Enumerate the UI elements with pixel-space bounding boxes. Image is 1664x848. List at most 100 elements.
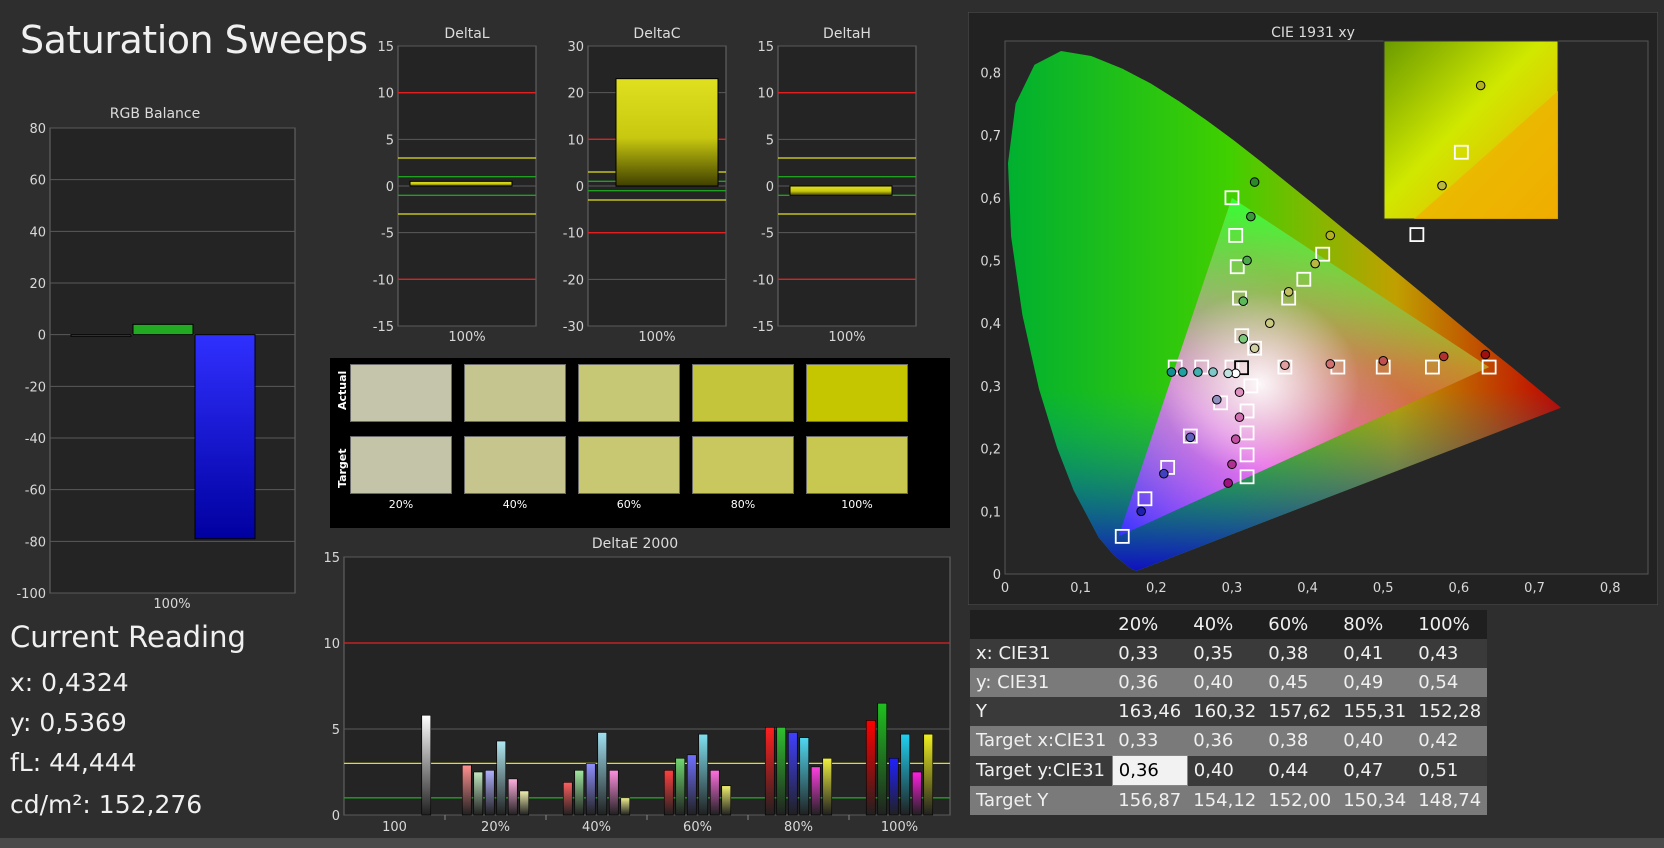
table-header-cell <box>970 610 1113 639</box>
swatch-label: 40% <box>502 498 528 511</box>
deltae-bar <box>620 797 631 816</box>
cie-measured-point <box>1223 368 1233 379</box>
rgb-balance-category-label: 100% <box>153 597 190 612</box>
deltae-bar <box>698 733 709 816</box>
deltac-y-tick: 10 <box>567 133 584 148</box>
table-cell[interactable]: 152,28 <box>1412 697 1488 726</box>
deltae-y-tick: 5 <box>332 723 340 738</box>
cie-measured-point <box>1325 359 1336 369</box>
cie-white-target-square <box>1234 360 1249 376</box>
gamut-white-point-glow <box>1118 197 1490 537</box>
table-cell[interactable]: 0,40 <box>1337 726 1413 756</box>
rgb-y-tick: -20 <box>25 380 46 395</box>
cie-target-square <box>1229 259 1245 275</box>
deltal-y-tick: 10 <box>377 87 394 102</box>
deltae-bar <box>900 733 911 816</box>
cie-target-square <box>1296 271 1312 287</box>
deltae-bar <box>608 769 619 816</box>
table-cell[interactable]: 156,87 <box>1112 785 1188 815</box>
table-cell[interactable]: 0,33 <box>1112 726 1188 756</box>
target-swatch <box>464 436 566 494</box>
deltae-bar <box>597 732 608 816</box>
table-cell[interactable]: 0,47 <box>1337 755 1413 786</box>
deltae-bar <box>473 771 484 816</box>
deltae-bar <box>519 790 530 816</box>
cie-target-square <box>1425 359 1440 375</box>
deltal-category-label: 100% <box>448 330 485 345</box>
cie-target-square <box>1114 528 1130 544</box>
table-cell[interactable]: 0,38 <box>1262 639 1338 668</box>
cie-measured-point <box>1283 287 1294 297</box>
table-cell[interactable]: 0,44 <box>1262 755 1338 786</box>
target-row-label: Target <box>336 448 349 488</box>
table-cell[interactable]: 0,54 <box>1412 668 1488 697</box>
table-cell[interactable]: 0,40 <box>1187 755 1263 786</box>
table-cell[interactable]: 157,62 <box>1262 697 1338 726</box>
table-cell[interactable]: 150,34 <box>1337 785 1413 815</box>
deltae-bar <box>496 740 507 816</box>
table-row-label: y: CIE31 <box>970 668 1113 697</box>
deltae-bar <box>810 766 821 816</box>
deltac-title: DeltaC <box>633 26 680 42</box>
table-cell[interactable]: 0,41 <box>1337 639 1413 668</box>
deltae-bar <box>507 778 518 816</box>
cie-measured-point <box>1438 351 1449 362</box>
table-cell[interactable]: 0,38 <box>1262 726 1338 756</box>
table-row: x: CIE31 0,33 0,35 0,38 0,41 0,43 <box>970 639 1488 668</box>
table-cell[interactable]: 0,36 <box>1111 755 1188 786</box>
deltae-bar <box>799 737 810 816</box>
deltae-x-label: 80% <box>784 820 813 835</box>
deltal-title: DeltaL <box>444 26 489 42</box>
table-cell[interactable]: 0,43 <box>1412 639 1488 668</box>
table-cell[interactable]: 155,31 <box>1337 697 1413 726</box>
cie-measured-point <box>1234 387 1245 397</box>
table-cell[interactable]: 163,46 <box>1112 697 1188 726</box>
target-swatch <box>578 436 680 494</box>
cie-y-tick: 0,2 <box>980 443 1001 458</box>
cie-measured-point <box>1159 468 1169 479</box>
table-cell[interactable]: 0,36 <box>1187 726 1263 756</box>
deltac-category-label: 100% <box>638 330 675 345</box>
cie-measured-point <box>1234 412 1245 423</box>
cie-measured-point <box>1280 360 1290 370</box>
rgb-y-tick: 20 <box>29 277 46 292</box>
rgb-y-tick: -100 <box>16 587 46 602</box>
target-swatch <box>692 436 794 494</box>
deltae-bar <box>787 732 798 816</box>
table-row: Target Y 156,87 154,12 152,00 150,34 148,74 <box>970 785 1488 815</box>
cie-y-tick: 0,7 <box>980 129 1001 144</box>
table-cell[interactable]: 148,74 <box>1412 785 1488 815</box>
table-cell[interactable]: 160,32 <box>1187 697 1263 726</box>
deltae-bar <box>484 769 495 816</box>
cie-target-square <box>1247 340 1263 356</box>
deltae-bar <box>421 714 432 816</box>
deltae-bar <box>911 771 922 816</box>
deltac-y-tick: 20 <box>567 87 584 102</box>
table-cell[interactable]: 0,45 <box>1262 668 1338 697</box>
table-cell[interactable]: 0,33 <box>1112 639 1188 668</box>
cie-x-tick: 0,7 <box>1524 581 1545 596</box>
deltae-x-label: 100 <box>382 820 407 835</box>
table-cell[interactable]: 0,36 <box>1112 668 1188 697</box>
deltae-x-label: 100% <box>881 820 918 835</box>
table-cell[interactable]: 0,42 <box>1412 726 1488 756</box>
cie-measured-point <box>1249 177 1260 187</box>
rgb-y-tick: -60 <box>25 484 46 499</box>
rgb-balance-title: RGB Balance <box>110 106 200 122</box>
table-row: Y 163,46 160,32 157,62 155,31 152,28 <box>970 697 1488 726</box>
deltah-y-tick: 15 <box>757 40 774 55</box>
actual-swatch <box>464 364 566 422</box>
deltah-y-tick: 0 <box>766 180 774 195</box>
table-cell[interactable]: 154,12 <box>1187 785 1263 815</box>
table-cell[interactable]: 0,49 <box>1337 668 1413 697</box>
table-row: y: CIE31 0,36 0,40 0,45 0,49 0,54 <box>970 668 1488 697</box>
table-cell[interactable]: 0,35 <box>1187 639 1263 668</box>
cie-measured-point <box>1212 394 1222 405</box>
table-cell[interactable]: 0,51 <box>1412 755 1488 786</box>
table-cell[interactable]: 0,40 <box>1187 668 1263 697</box>
actual-swatch <box>692 364 794 422</box>
table-cell[interactable]: 152,00 <box>1262 785 1338 815</box>
deltae-y-tick: 15 <box>323 551 340 566</box>
table-row-label: Y <box>970 697 1113 726</box>
cie-measured-point <box>1136 506 1146 517</box>
